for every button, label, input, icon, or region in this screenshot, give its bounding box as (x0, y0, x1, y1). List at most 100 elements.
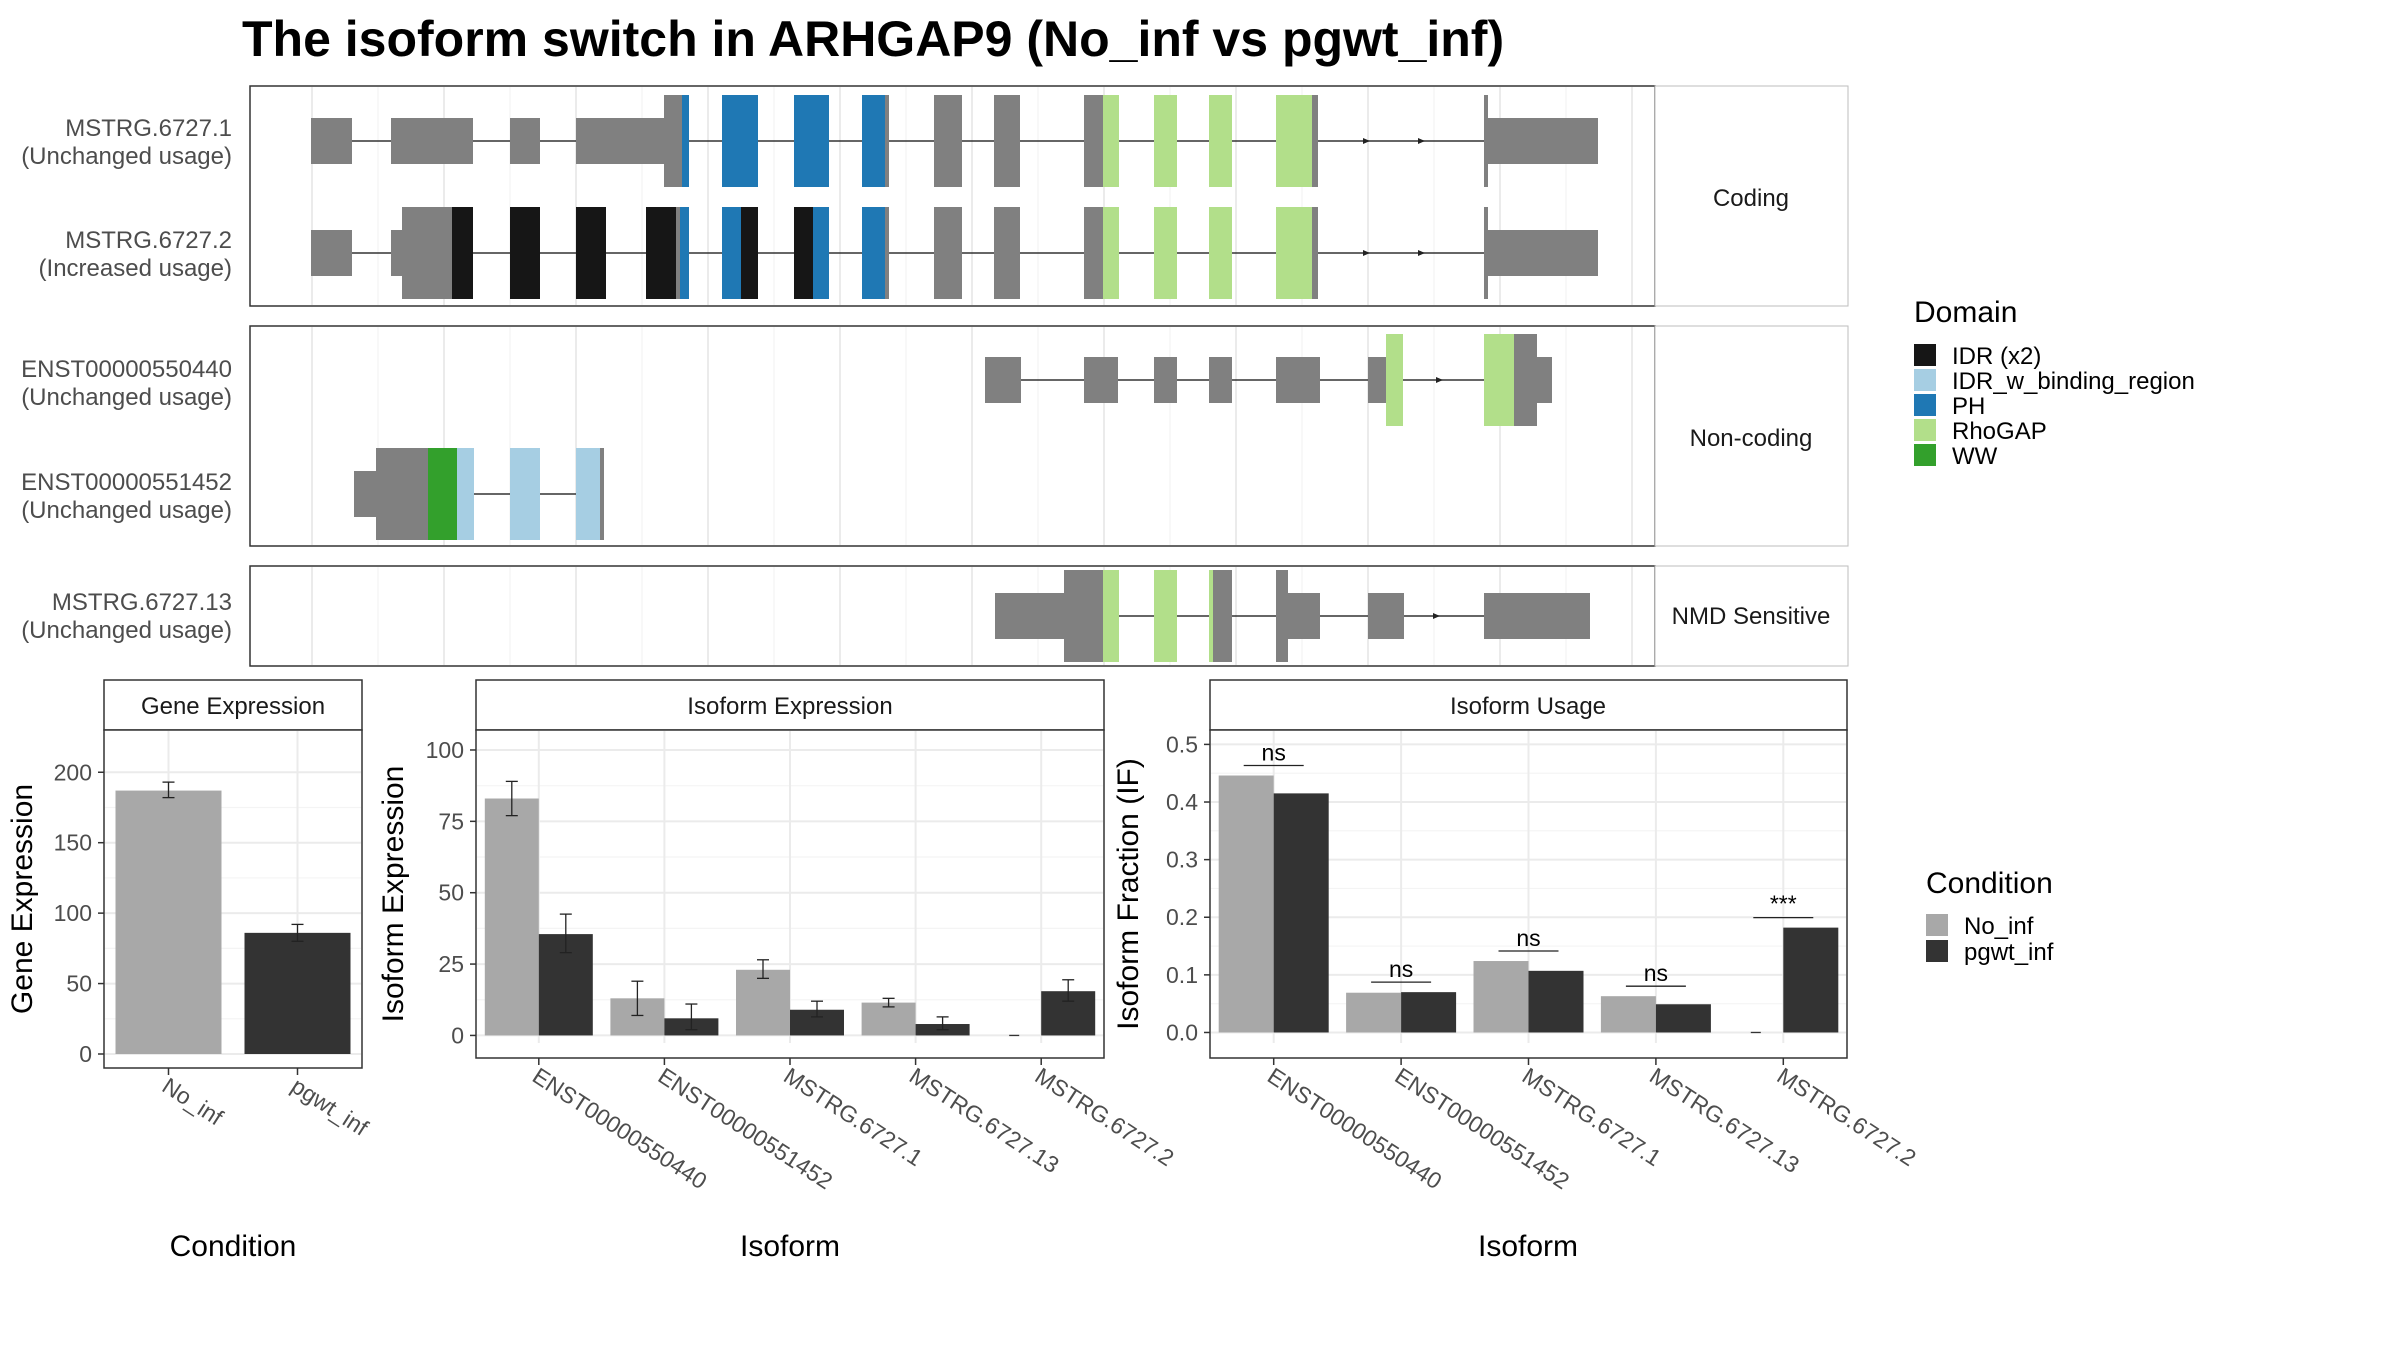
x-axis-title: Isoform (740, 1230, 840, 1263)
utr-exon (1488, 118, 1598, 164)
isoform-label: MSTRG.6727.13 (52, 589, 232, 616)
ph-domain (862, 207, 885, 299)
rhogap-domain (1209, 95, 1232, 187)
utr-exon (1484, 593, 1590, 639)
legend-label: PH (1952, 393, 1985, 420)
coding-exon (1213, 570, 1232, 662)
rhogap-domain (1154, 95, 1177, 187)
y-axis-title: Gene Expression (6, 784, 39, 1014)
legend-key-pgwt-inf (1926, 940, 1948, 962)
coding-exon (376, 448, 428, 540)
y-tick-label: 0.5 (1166, 731, 1198, 757)
y-tick-label: 0.0 (1166, 1019, 1198, 1045)
coding-exon (676, 207, 680, 299)
isoform-usage-label: (Unchanged usage) (21, 143, 232, 170)
coding-exon (994, 95, 1020, 187)
bar (1528, 970, 1584, 1033)
strand-arrow (1418, 250, 1425, 256)
utr-exon (1209, 357, 1232, 403)
significance-label: ns (1389, 956, 1413, 982)
isoform-tracks (311, 95, 1598, 662)
isoform-usage-label: (Unchanged usage) (21, 384, 232, 411)
y-tick-label: 100 (54, 900, 92, 926)
utr-exon (995, 593, 1064, 639)
legend-label: RhoGAP (1952, 418, 2047, 445)
coding-exon (1514, 334, 1537, 426)
condition-legend: Condition No_inf pgwt_inf (1926, 867, 2054, 966)
utr-exon (1154, 357, 1177, 403)
rhogap-domain (1154, 207, 1177, 299)
bar (244, 932, 351, 1054)
idr-binding-domain (510, 448, 540, 540)
structure-panel-noncoding: Non-coding ENST00000550440 (Unchanged us… (21, 325, 1849, 547)
coding-exon (1312, 207, 1318, 299)
strand-arrow (1436, 377, 1443, 383)
idr-domain (794, 207, 813, 299)
strip-label-coding: Coding (1713, 185, 1789, 212)
strand-arrow (1433, 613, 1440, 619)
bar (115, 790, 222, 1054)
legend-label: WW (1952, 443, 1998, 470)
y-tick-label: 0.4 (1166, 789, 1198, 815)
legend-key-ww (1914, 444, 1936, 466)
utr-exon (576, 118, 664, 164)
x-axis-title: Condition (170, 1230, 297, 1263)
rhogap-domain (1154, 570, 1177, 662)
bar (1473, 961, 1529, 1033)
coding-exon (600, 448, 604, 540)
condition-legend-title: Condition (1926, 867, 2053, 900)
strip-label-noncoding: Non-coding (1690, 425, 1813, 452)
utr-exon (391, 118, 473, 164)
x-axis-title: Isoform (1478, 1230, 1578, 1263)
y-tick-label: 50 (438, 880, 464, 906)
coding-exon (1084, 95, 1103, 187)
bar (1600, 996, 1656, 1033)
y-tick-label: 25 (438, 951, 464, 977)
legend-label: No_inf (1964, 913, 2034, 940)
y-tick-label: 0.2 (1166, 904, 1198, 930)
ph-domain (722, 207, 741, 299)
legend-key-idr-binding (1914, 369, 1936, 391)
utr-exon (1368, 593, 1404, 639)
coding-exon (994, 207, 1020, 299)
gene-expression-chart: Gene Expression 0 50 100 150 200 No_inf pgwt_… (6, 679, 374, 1263)
rhogap-domain (1209, 570, 1213, 662)
significance-label: *** (1770, 891, 1797, 917)
bar (1655, 1004, 1711, 1033)
y-tick-label: 75 (438, 808, 464, 834)
utr-exon (510, 118, 540, 164)
utr-exon (985, 357, 1021, 403)
strip-coding (1654, 85, 1849, 307)
strip-noncoding (1654, 325, 1849, 547)
isoform-usage-label: (Unchanged usage) (21, 617, 232, 644)
coding-exon (1312, 95, 1318, 187)
x-tick-label: pgwt_inf (287, 1072, 374, 1141)
coding-exon (885, 207, 889, 299)
y-tick-label: 150 (54, 830, 92, 856)
coding-exon (1484, 207, 1488, 299)
coding-exon (402, 207, 452, 299)
y-tick-label: 0.1 (1166, 962, 1198, 988)
panel-title: Isoform Usage (1450, 693, 1606, 720)
bar (1273, 793, 1329, 1033)
coding-exon (664, 95, 682, 187)
rhogap-domain (1276, 95, 1312, 187)
utr-exon (1537, 357, 1552, 403)
rhogap-domain (1103, 95, 1119, 187)
significance-label: ns (1644, 960, 1668, 986)
rhogap-domain (1209, 207, 1232, 299)
ww-domain (428, 448, 457, 540)
isoform-usage-label: (Increased usage) (39, 255, 232, 282)
bar (1346, 992, 1402, 1033)
bar (861, 1002, 916, 1036)
bar (1401, 992, 1457, 1033)
y-tick-label: 0 (451, 1022, 464, 1048)
y-tick-label: 0 (79, 1041, 92, 1067)
rhogap-domain (1276, 207, 1312, 299)
isoform-label: MSTRG.6727.1 (65, 115, 232, 142)
domain-legend: Domain IDR (x2) IDR_w_binding_region PH … (1914, 296, 2195, 470)
strip-nmd (1654, 565, 1849, 667)
y-axis-title: Isoform Expression (377, 766, 410, 1023)
legend-label: IDR_w_binding_region (1952, 368, 2195, 395)
